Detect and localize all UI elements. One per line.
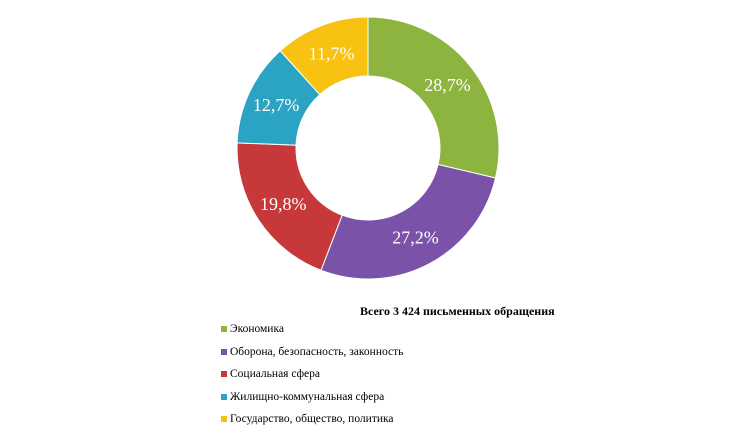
legend-swatch [221,416,227,423]
legend-swatch [221,371,227,378]
legend-label: Государство, общество, политика [230,413,394,426]
legend-item: Оборона, безопасность, законность [221,341,403,364]
donut-slice [279,16,369,96]
legend-item: Жилищно-коммунальная сфера [221,386,403,409]
legend-label: Жилищно-коммунальная сфера [230,390,385,403]
donut-slice [236,142,343,271]
donut-slice [320,163,497,280]
donut-slice [367,16,500,179]
legend-item: Социальная сфера [221,363,403,386]
slice-value-label: 19,8% [260,194,307,214]
legend-swatch [221,393,227,400]
legend: Экономика Оборона, безопасность, законно… [221,318,403,431]
slice-value-label: 11,7% [309,43,355,63]
chart-caption: Всего 3 424 письменных обращения [360,304,555,318]
legend-label: Оборона, безопасность, законность [230,345,404,358]
legend-item: Экономика [221,318,403,341]
slice-value-label: 27,2% [392,228,439,248]
legend-label: Экономика [230,323,284,336]
slice-value-label: 12,7% [253,95,300,115]
legend-label: Социальная сфера [230,368,320,381]
legend-swatch [221,348,227,355]
legend-item: Государство, общество, политика [221,408,403,431]
legend-swatch [221,326,227,333]
slice-value-label: 28,7% [424,75,471,95]
